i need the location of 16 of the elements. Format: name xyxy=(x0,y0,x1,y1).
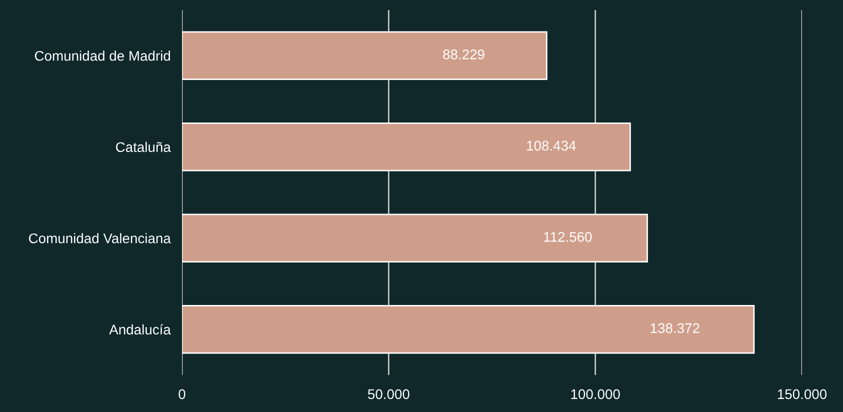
data-label: 112.560 xyxy=(544,232,592,242)
x-tick-label: 0 xyxy=(178,389,186,400)
y-tick-label: Andalucía xyxy=(109,324,171,335)
bar xyxy=(182,304,755,354)
data-label: 88.229 xyxy=(443,50,484,60)
x-tick-label: 100.000 xyxy=(571,389,620,400)
x-tick-label: 150.000 xyxy=(778,389,827,400)
data-label: 138.372 xyxy=(650,323,700,334)
x-tick-label: 50.000 xyxy=(368,389,410,400)
y-tick-label: Comunidad de Madrid xyxy=(34,50,170,61)
y-tick-label: Comunidad Valenciana xyxy=(29,233,171,244)
bar xyxy=(182,122,631,172)
bar xyxy=(182,31,548,80)
data-label: 108.434 xyxy=(527,140,576,151)
bar xyxy=(182,214,648,263)
y-tick-label: Cataluña xyxy=(116,142,171,152)
